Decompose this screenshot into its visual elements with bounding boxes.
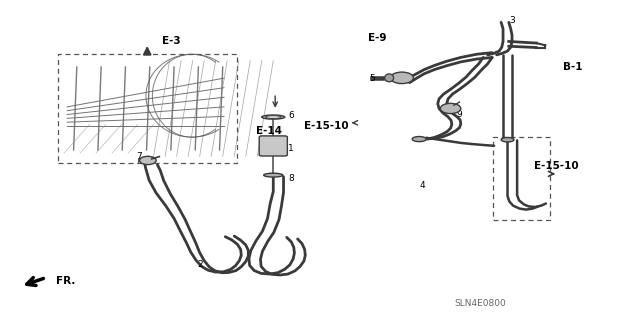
Text: B-1: B-1: [563, 62, 582, 72]
Text: 6: 6: [289, 111, 294, 120]
Ellipse shape: [412, 137, 426, 142]
Text: E-14: E-14: [256, 126, 282, 136]
Text: SLN4E0800: SLN4E0800: [454, 299, 506, 308]
Circle shape: [440, 103, 461, 114]
Bar: [493, 137, 550, 220]
Text: E-15-10: E-15-10: [304, 121, 349, 131]
Text: E-15-10: E-15-10: [534, 161, 579, 171]
Ellipse shape: [385, 74, 394, 82]
Circle shape: [140, 156, 156, 165]
Text: 9: 9: [456, 110, 461, 119]
Text: 3: 3: [509, 16, 515, 25]
Bar: [58, 54, 237, 163]
Ellipse shape: [262, 115, 285, 119]
Text: 8: 8: [289, 174, 294, 183]
Text: E-3: E-3: [162, 36, 181, 47]
Text: FR.: FR.: [56, 276, 76, 286]
Text: 2: 2: [197, 260, 202, 269]
Text: 7: 7: [137, 152, 142, 161]
Text: 4: 4: [420, 181, 425, 189]
Ellipse shape: [501, 137, 514, 142]
FancyBboxPatch shape: [259, 136, 287, 156]
Ellipse shape: [266, 116, 281, 119]
Text: 5: 5: [370, 74, 375, 83]
Ellipse shape: [264, 173, 283, 177]
Text: 1: 1: [289, 144, 294, 153]
Text: E-9: E-9: [369, 33, 387, 43]
Circle shape: [390, 72, 413, 84]
